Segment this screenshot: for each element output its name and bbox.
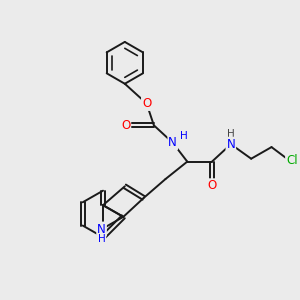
Text: N: N: [168, 136, 177, 149]
Text: H: H: [180, 131, 188, 141]
Text: O: O: [207, 179, 217, 192]
Text: N: N: [97, 223, 106, 236]
Text: Cl: Cl: [286, 154, 298, 167]
Text: O: O: [142, 97, 151, 110]
Text: O: O: [121, 119, 130, 132]
Text: N: N: [226, 138, 235, 151]
Text: H: H: [227, 129, 235, 139]
Text: H: H: [98, 235, 105, 244]
